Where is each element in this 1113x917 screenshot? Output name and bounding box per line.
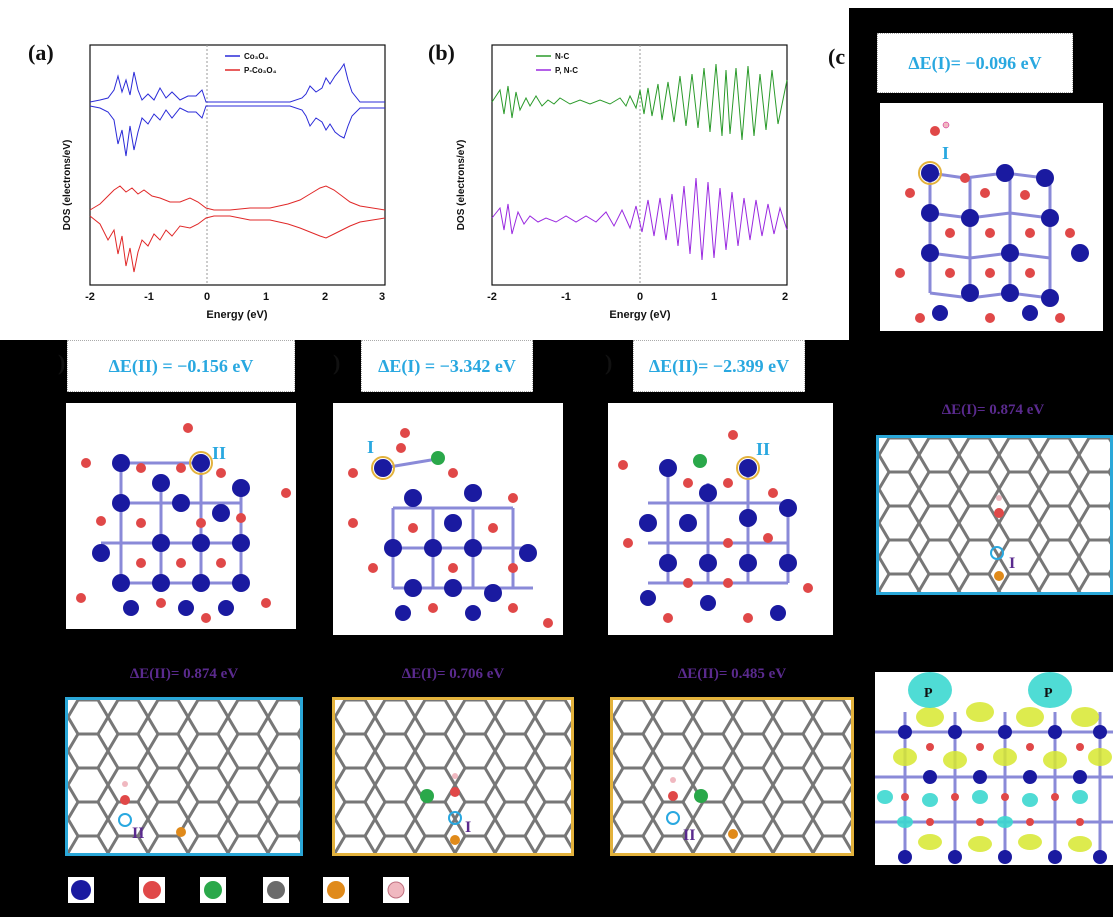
- panel-c-letter: (c: [828, 44, 846, 69]
- xtick-b-3: 1: [711, 291, 717, 303]
- xtick-a-4: 2: [322, 291, 328, 303]
- trace-nc: [491, 63, 788, 141]
- energy-label-graphene-right: ΔE(I)= 0.874 eV: [941, 402, 1045, 418]
- energy-label-d: ΔE(II) = −0.156 eV: [67, 340, 295, 392]
- legend-gray-atom: [263, 877, 289, 903]
- trace-co3o4-down: [89, 105, 385, 157]
- graphene-panel-1: II: [65, 697, 303, 856]
- structure-c: I: [880, 103, 1103, 331]
- panel-d-letter: ): [58, 350, 66, 375]
- legend-red-atom: [139, 877, 165, 903]
- trace-p-co3o4: [89, 185, 386, 211]
- site-label-f: II: [756, 439, 770, 459]
- axes-frame-a: [89, 44, 386, 286]
- graphene-panel-3: II: [610, 697, 854, 856]
- legend-pink-atom: [383, 877, 409, 903]
- legend-orange-atom: [323, 877, 349, 903]
- density-atom-label-1: P: [1044, 686, 1053, 701]
- dos-chart-a: DOS (electrons/eV) -2 -1 0 1 2 3 Energy …: [62, 44, 386, 321]
- energy-label-f: ΔE(II)= −2.399 eV: [633, 340, 805, 392]
- trace-pnc: [491, 177, 788, 261]
- energy-label-graphene-2: ΔE(I)= 0.706 eV: [401, 666, 505, 682]
- legend-green-atom: [200, 877, 226, 903]
- graphene-panel-2: I: [332, 697, 574, 856]
- xtick-a-5: 3: [379, 291, 385, 303]
- legend-a: Co₃O₄ P-Co₃O₄: [225, 52, 277, 75]
- panel-a-letter: (a): [28, 40, 54, 65]
- xtick-b-2: 0: [637, 291, 643, 303]
- charge-density-panel: P P: [875, 672, 1113, 865]
- xlabel-b: Energy (eV): [609, 309, 670, 321]
- legend-b-1: P, N-C: [555, 66, 578, 75]
- xtick-a-0: -2: [85, 291, 95, 303]
- xtick-b-0: -2: [487, 291, 497, 303]
- panel-e-letter: ): [333, 350, 341, 375]
- structure-d: II: [66, 403, 296, 629]
- xtick-a-1: -1: [144, 291, 154, 303]
- trace-p-co3o4-down: [89, 215, 386, 273]
- legend-a-1: P-Co₃O₄: [244, 66, 277, 75]
- site-label-d: II: [212, 443, 226, 463]
- energy-label-c: ΔE(I)= −0.096 eV: [877, 33, 1073, 93]
- panel-b-letter: (b): [428, 40, 455, 65]
- site-label-graphene-1: II: [132, 825, 144, 842]
- xtick-a-2: 0: [204, 291, 210, 303]
- xtick-a-3: 1: [263, 291, 269, 303]
- density-atom-label-0: P: [924, 686, 933, 701]
- xtick-b-1: -1: [561, 291, 571, 303]
- energy-label-graphene-3: ΔE(II)= 0.485 eV: [677, 666, 787, 682]
- panel-f-letter: ): [605, 350, 613, 375]
- site-label-graphene-3: II: [683, 827, 695, 844]
- energy-label-e: ΔE(I) = −3.342 eV: [361, 340, 533, 392]
- site-label-graphene-2: I: [465, 819, 471, 836]
- trace-co3o4: [89, 62, 385, 103]
- legend-b-0: N-C: [555, 52, 569, 61]
- ylabel-a: DOS (electrons/eV): [62, 140, 73, 231]
- structure-f: II: [608, 403, 833, 635]
- ylabel-b: DOS (electrons/eV): [456, 140, 467, 231]
- dos-chart-b: DOS (electrons/eV) -2 -1 0 1 2 Energy (e…: [456, 44, 788, 321]
- site-label-c: I: [942, 143, 949, 163]
- structure-e: I: [333, 403, 563, 635]
- xlabel-a: Energy (eV): [206, 309, 267, 321]
- site-label-e: I: [367, 437, 374, 457]
- site-label-graphene-right: I: [1009, 555, 1015, 572]
- legend-b: N-C P, N-C: [536, 52, 578, 75]
- energy-label-graphene-1: ΔE(II)= 0.874 eV: [129, 666, 239, 682]
- legend-blue-atom: [68, 877, 94, 903]
- graphene-panel-right: I: [876, 435, 1113, 595]
- xtick-b-4: 2: [782, 291, 788, 303]
- legend-a-0: Co₃O₄: [244, 52, 269, 61]
